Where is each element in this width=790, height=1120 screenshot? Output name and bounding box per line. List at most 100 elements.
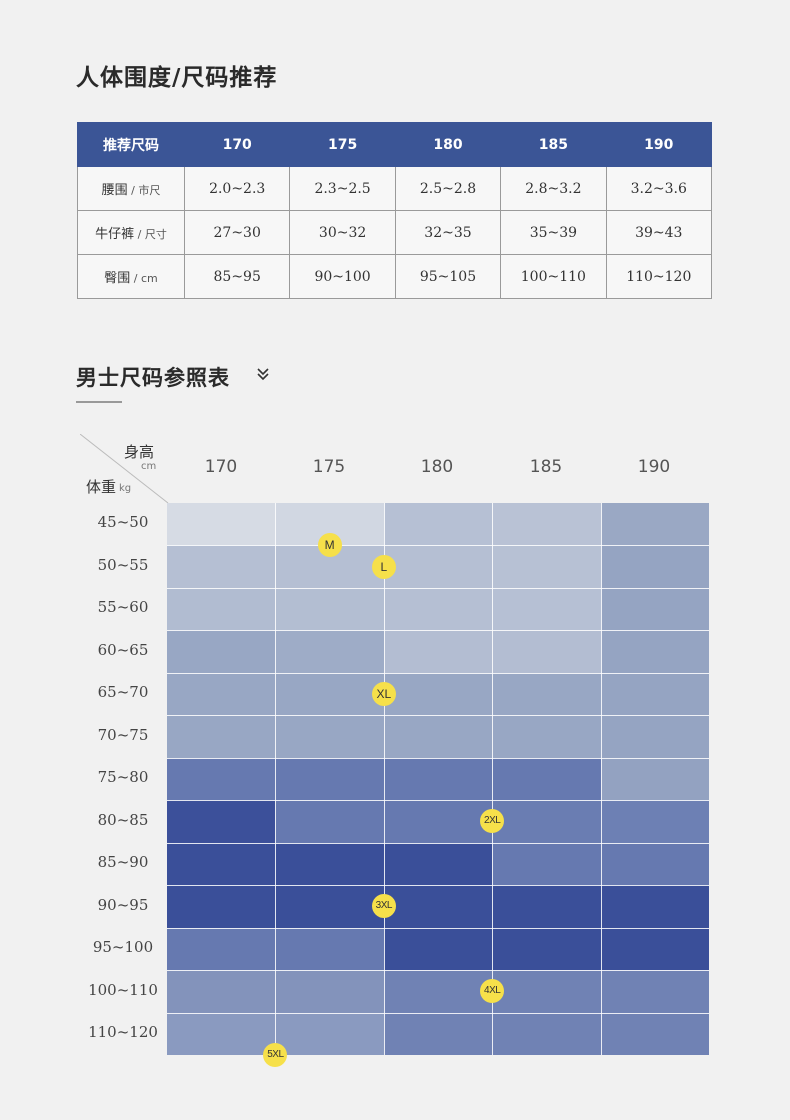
table-cell: 90~100 [289, 254, 396, 299]
size-badge: XL [371, 682, 396, 707]
height-column-header: 185 [529, 457, 563, 477]
grid-horizontal-line [167, 885, 709, 887]
grid-cell [383, 800, 493, 844]
table-cell: 35~39 [500, 210, 607, 255]
grid-cell [492, 545, 602, 589]
grid-cell [600, 927, 710, 971]
weight-axis-label: 体重 [86, 478, 117, 496]
grid-cell [383, 757, 493, 801]
grid-cell [383, 885, 493, 929]
table-header-cell: 190 [605, 122, 713, 167]
height-unit-label: cm [141, 461, 157, 472]
grid-horizontal-line [167, 630, 709, 632]
grid-cell [275, 630, 385, 674]
row-label-text: 腰围 [101, 183, 128, 198]
grid-horizontal-line [167, 800, 709, 802]
grid-cell [600, 630, 710, 674]
section-title-body-measurements: 人体围度/尺码推荐 [76, 65, 278, 91]
grid-cell [492, 927, 602, 971]
grid-cell [275, 757, 385, 801]
grid-cell [492, 970, 602, 1013]
grid-cell [383, 970, 493, 1013]
grid-cell [492, 885, 602, 929]
table-header-row: 推荐尺码 170 175 180 185 190 [77, 122, 713, 167]
grid-cell [492, 1012, 602, 1056]
grid-cell [383, 503, 493, 546]
grid-cell [600, 545, 710, 589]
grid-cell [492, 757, 602, 801]
row-label: 臀围 / cm [77, 254, 185, 299]
grid-cell [600, 587, 710, 631]
grid-cell [275, 587, 385, 631]
size-badge: 2XL [480, 809, 505, 834]
grid-cell [600, 1012, 710, 1056]
grid-cell [167, 842, 276, 886]
table-cell: 2.3~2.5 [289, 166, 396, 211]
table-cell: 85~95 [183, 254, 291, 299]
table-cell: 2.5~2.8 [394, 166, 502, 211]
grid-cell [383, 1012, 493, 1056]
weight-row-header: 75~80 [97, 768, 149, 786]
grid-cell [600, 970, 710, 1013]
grid-cell [492, 630, 602, 674]
grid-cell [167, 545, 276, 589]
chevron-down-icon[interactable] [256, 366, 270, 382]
table-row: 腰围 / 市尺 2.0~2.3 2.3~2.5 2.5~2.8 2.8~3.2 … [77, 166, 713, 211]
grid-vertical-line [492, 503, 494, 1055]
grid-vertical-line [275, 503, 277, 1055]
grid-cell [600, 885, 710, 929]
grid-cell [492, 672, 602, 716]
weight-row-header: 95~100 [92, 938, 154, 956]
height-column-header: 170 [204, 457, 238, 477]
weight-row-header: 85~90 [97, 853, 149, 871]
grid-vertical-line [600, 503, 602, 1055]
grid-horizontal-line [167, 970, 709, 972]
grid-cell [275, 842, 385, 886]
table-cell: 95~105 [394, 254, 502, 299]
grid-cell [383, 842, 493, 886]
grid-cell [167, 503, 276, 546]
grid-cell [383, 630, 493, 674]
grid-cell [383, 545, 493, 589]
size-badge: 5XL [263, 1042, 288, 1067]
table-row: 臀围 / cm 85~95 90~100 95~105 100~110 110~… [77, 254, 713, 299]
height-column-header: 175 [312, 457, 346, 477]
table-cell: 2.8~3.2 [500, 166, 607, 211]
section-title-mens-size-chart: 男士尺码参照表 [76, 366, 230, 390]
grid-cell [275, 970, 385, 1013]
grid-horizontal-line [167, 927, 709, 929]
grid-cell [275, 927, 385, 971]
grid-cell [167, 672, 276, 716]
height-axis-label: 身高 [124, 443, 155, 461]
grid-cell [167, 1012, 276, 1056]
weight-row-header: 45~50 [97, 513, 149, 531]
grid-cell [167, 800, 276, 844]
table-header-cell: 175 [289, 122, 396, 167]
weight-row-header: 65~70 [97, 683, 149, 701]
grid-cell [492, 587, 602, 631]
row-label: 腰围 / 市尺 [77, 166, 185, 211]
table-header-cell: 推荐尺码 [77, 122, 185, 167]
grid-cell [600, 842, 710, 886]
weight-row-header: 55~60 [97, 598, 149, 616]
size-badge: 4XL [480, 979, 505, 1004]
table-cell: 3.2~3.6 [605, 166, 713, 211]
title-underline [76, 401, 122, 403]
grid-cell [600, 800, 710, 844]
table-header-cell: 180 [394, 122, 502, 167]
table-row: 牛仔裤 / 尺寸 27~30 30~32 32~35 35~39 39~43 [77, 210, 713, 255]
grid-cell [167, 715, 276, 759]
row-label-unit: / 尺寸 [134, 228, 167, 241]
grid-horizontal-line [167, 545, 709, 547]
weight-row-header: 70~75 [97, 726, 149, 744]
weight-row-header: 80~85 [97, 811, 149, 829]
grid-horizontal-line [167, 587, 709, 589]
table-cell: 39~43 [605, 210, 713, 255]
table-cell: 32~35 [394, 210, 502, 255]
table-cell: 30~32 [289, 210, 396, 255]
size-chart-grid: M L XL 2XL 3XL 4XL 5XL [167, 503, 710, 1067]
row-label: 牛仔裤 / 尺寸 [77, 210, 185, 255]
height-column-header: 190 [637, 457, 671, 477]
weight-row-header: 50~55 [97, 556, 149, 574]
grid-cell [600, 757, 710, 801]
